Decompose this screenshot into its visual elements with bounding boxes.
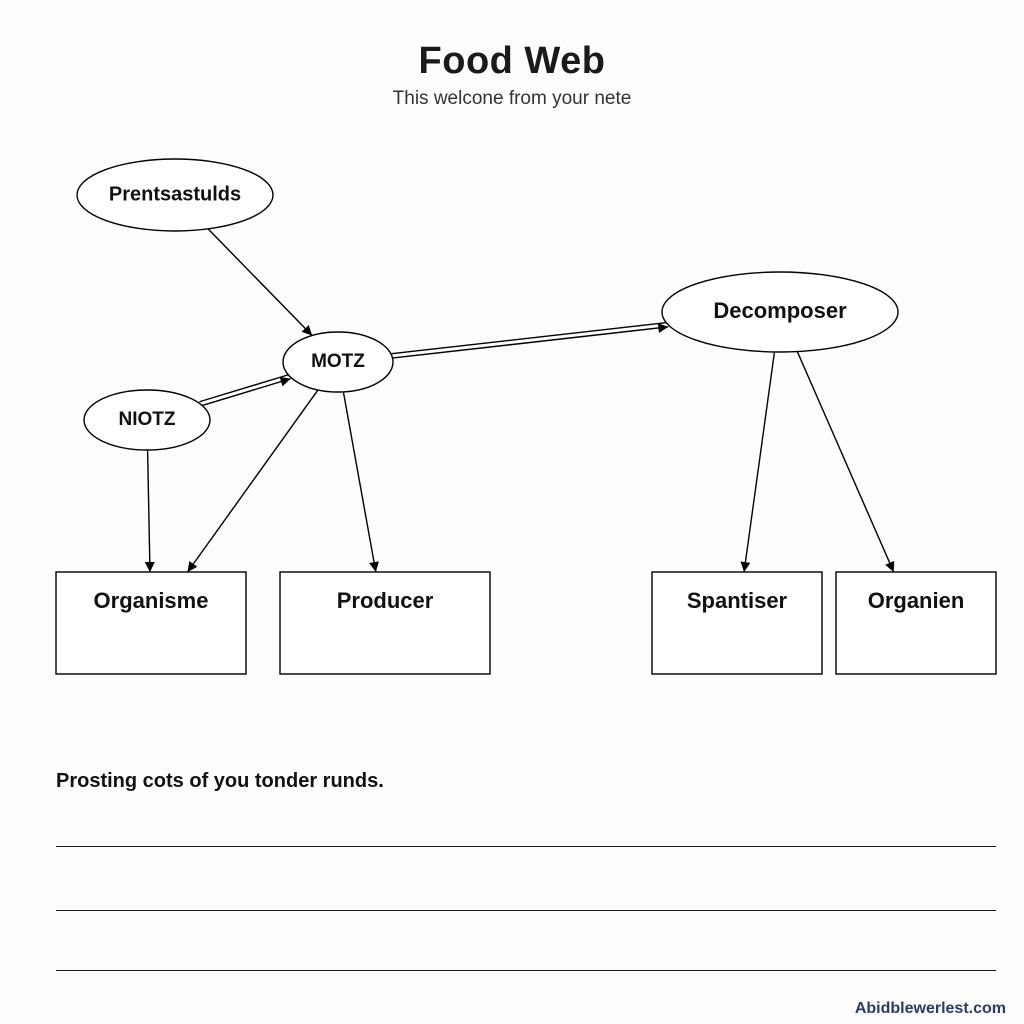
- node-decomposer: Decomposer: [662, 272, 898, 352]
- writing-line: [56, 910, 996, 911]
- node-label: Decomposer: [713, 298, 847, 323]
- watermark: Abidblewerlest.com: [855, 1000, 1006, 1018]
- writing-line: [56, 846, 996, 847]
- node-organien: Organien: [836, 572, 996, 674]
- node-label: Organien: [868, 588, 965, 613]
- edge: [201, 379, 291, 406]
- edge: [797, 352, 893, 572]
- writing-prompt: Prosting cots of you tonder runds.: [56, 770, 384, 793]
- node-producer: Producer: [280, 572, 490, 674]
- node-label: Prentsastulds: [109, 183, 241, 205]
- node-label: Spantiser: [687, 588, 788, 613]
- node-motz: MOTZ: [283, 332, 393, 392]
- diagram-canvas: Prentsastulds MOTZ NIOTZ Decomposer Organism…: [0, 0, 1024, 1024]
- edge: [148, 450, 150, 572]
- edge: [744, 352, 774, 572]
- node-niotz: NIOTZ: [84, 390, 210, 450]
- writing-line: [56, 970, 996, 971]
- worksheet-page: { "header": { "title": "Food Web", "titl…: [0, 0, 1024, 1024]
- edge: [392, 327, 668, 358]
- node-spantiser: Spantiser: [652, 572, 822, 674]
- edge: [392, 322, 668, 353]
- node-label: NIOTZ: [119, 409, 176, 430]
- node-label: MOTZ: [311, 351, 365, 372]
- node-prentsastulds: Prentsastulds: [77, 159, 273, 231]
- edge: [343, 392, 375, 572]
- edge: [208, 229, 312, 336]
- node-label: Producer: [337, 588, 434, 613]
- node-organisme: Organisme: [56, 572, 246, 674]
- node-label: Organisme: [94, 588, 209, 613]
- edge: [199, 374, 289, 401]
